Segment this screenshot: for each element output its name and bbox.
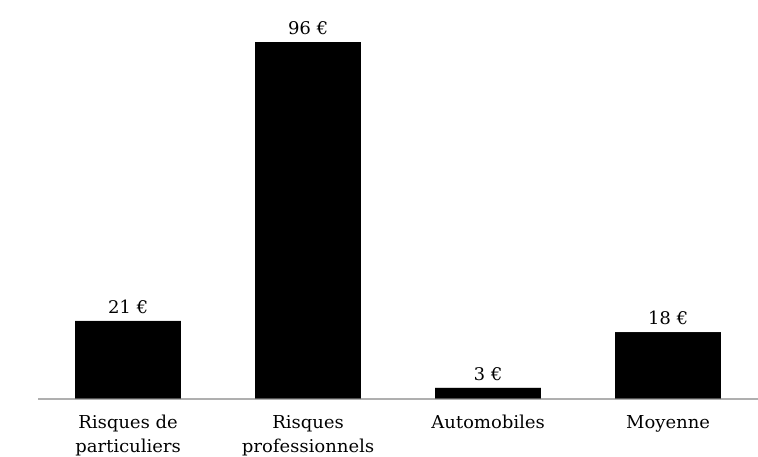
bar [255, 42, 361, 399]
x-tick-label-line: Moyenne [626, 412, 710, 433]
data-label: 21 € [108, 297, 148, 318]
data-label: 3 € [474, 364, 503, 385]
x-tick-label-line: particuliers [75, 436, 181, 457]
bar [75, 320, 181, 399]
x-tick-label-line: Risques de [78, 412, 177, 433]
bar [435, 387, 541, 399]
bars-group [75, 42, 721, 399]
x-tick-label: Risques de particuliers [75, 412, 181, 457]
data-label: 96 € [288, 18, 328, 39]
x-tick-label: Automobiles [430, 412, 545, 433]
x-tick-label: Moyenne [626, 412, 710, 433]
category-labels-group: Risques de particuliers Risques professionn… [75, 412, 710, 457]
x-tick-label-line: Risques [272, 412, 344, 433]
x-tick-label-line: professionnels [242, 436, 374, 457]
x-tick-label: Risques professionnels [242, 412, 374, 457]
data-labels-group: 21 € 96 € 3 € 18 € [108, 18, 688, 385]
x-tick-label-line: Automobiles [430, 412, 545, 433]
data-label: 18 € [648, 308, 688, 329]
bar [615, 332, 721, 399]
